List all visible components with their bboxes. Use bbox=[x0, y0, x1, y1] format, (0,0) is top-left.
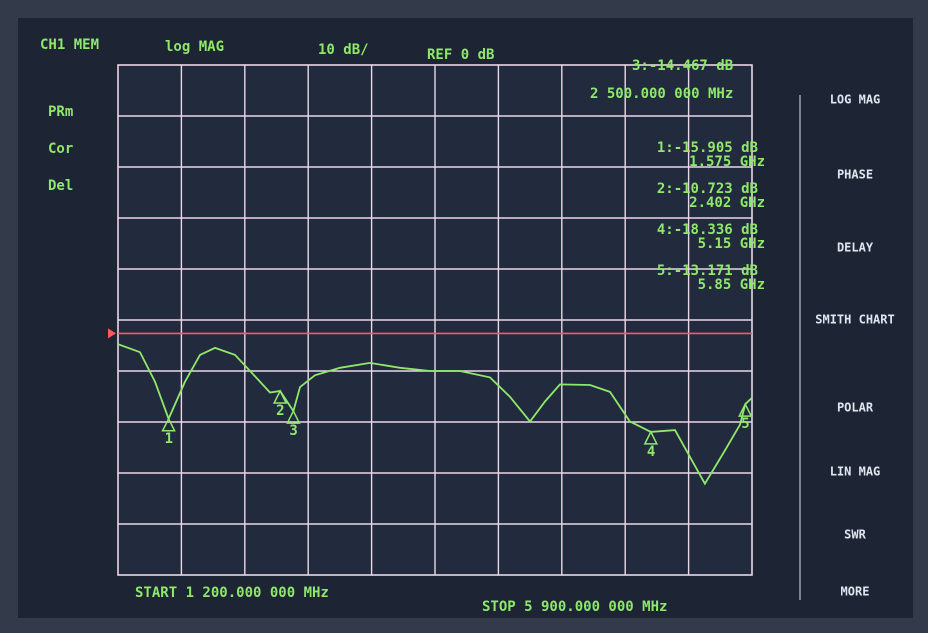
softkey[interactable]: SMITH CHART bbox=[815, 313, 894, 327]
softkey[interactable]: PHASE bbox=[837, 168, 873, 182]
scale: 10 dB/ bbox=[318, 42, 369, 58]
marker-readout-value: 1:-15.905 dB bbox=[657, 140, 758, 156]
softkey[interactable]: SWR bbox=[844, 528, 866, 542]
marker-number: 5 bbox=[741, 416, 749, 432]
softkey[interactable]: LOG MAG bbox=[830, 93, 881, 107]
marker-number: 2 bbox=[276, 403, 284, 419]
softkey[interactable]: DELAY bbox=[837, 241, 874, 255]
marker bbox=[161, 417, 176, 432]
marker bbox=[738, 402, 753, 417]
marker-readout-value: 2:-10.723 dB bbox=[657, 181, 758, 197]
marker bbox=[272, 389, 288, 404]
marker-readout-value: 4:-18.336 dB bbox=[657, 222, 758, 238]
active-readout-freq: 2 500.000 000 MHz bbox=[590, 86, 733, 102]
reference-pointer bbox=[108, 328, 116, 339]
marker-readout-value: 5:-13.171 dB bbox=[657, 263, 758, 279]
marker-number: 4 bbox=[647, 444, 655, 460]
marker-readout-freq: 2.402 GHz bbox=[689, 195, 765, 211]
marker-readout-freq: 5.15 GHz bbox=[698, 236, 765, 252]
side-label: Cor bbox=[48, 141, 73, 157]
marker bbox=[286, 409, 301, 424]
softkey[interactable]: MORE bbox=[841, 585, 870, 599]
marker-readout-freq: 5.85 GHz bbox=[698, 277, 765, 293]
side-label: Del bbox=[48, 178, 73, 194]
channel: CH1 MEM bbox=[40, 37, 99, 53]
stop-label: STOP 5 900.000 000 MHz bbox=[482, 599, 667, 615]
marker-readout-freq: 1.575 GHz bbox=[689, 154, 765, 170]
side-label: PRm bbox=[48, 104, 73, 120]
format: log MAG bbox=[165, 39, 224, 55]
marker bbox=[643, 430, 659, 445]
marker-number: 3 bbox=[289, 423, 297, 439]
reference: REF 0 dB bbox=[427, 47, 494, 63]
active-readout-value: 3:-14.467 dB bbox=[632, 58, 733, 74]
trace bbox=[117, 343, 753, 486]
softkey[interactable]: LIN MAG bbox=[830, 465, 881, 479]
marker-number: 1 bbox=[165, 431, 173, 447]
start-label: START 1 200.000 000 MHz bbox=[135, 585, 329, 601]
softkey[interactable]: POLAR bbox=[837, 401, 874, 415]
